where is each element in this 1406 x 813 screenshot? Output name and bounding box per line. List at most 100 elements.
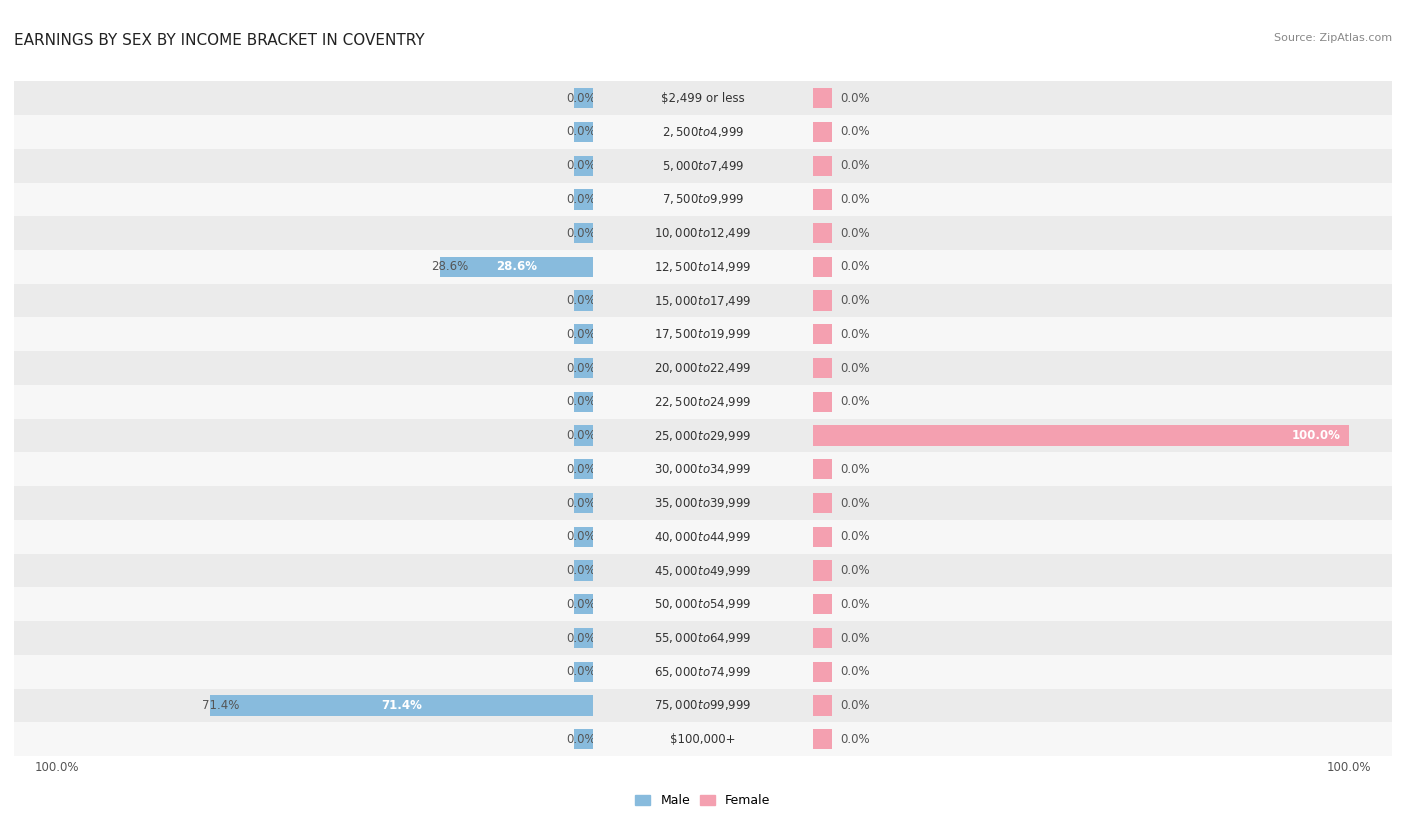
Text: $17,500 to $19,999: $17,500 to $19,999 bbox=[654, 328, 752, 341]
Text: EARNINGS BY SEX BY INCOME BRACKET IN COVENTRY: EARNINGS BY SEX BY INCOME BRACKET IN COV… bbox=[14, 33, 425, 47]
Bar bbox=[813, 257, 832, 277]
Bar bbox=[574, 493, 593, 513]
Text: 0.0%: 0.0% bbox=[567, 328, 596, 341]
Bar bbox=[593, 689, 813, 723]
Bar bbox=[813, 392, 832, 412]
Bar bbox=[813, 216, 1392, 250]
Bar bbox=[813, 628, 832, 648]
Text: 0.0%: 0.0% bbox=[567, 227, 596, 240]
Bar bbox=[14, 317, 593, 351]
Bar bbox=[14, 689, 593, 723]
Text: 0.0%: 0.0% bbox=[567, 665, 596, 678]
Text: $7,500 to $9,999: $7,500 to $9,999 bbox=[662, 193, 744, 207]
Bar bbox=[209, 695, 593, 715]
Bar bbox=[593, 621, 813, 655]
Bar bbox=[813, 695, 832, 715]
Bar bbox=[593, 115, 813, 149]
Bar bbox=[813, 155, 832, 176]
Bar bbox=[14, 182, 593, 216]
Text: $25,000 to $29,999: $25,000 to $29,999 bbox=[654, 428, 752, 442]
Text: 0.0%: 0.0% bbox=[839, 564, 870, 577]
Bar bbox=[574, 729, 593, 750]
Bar bbox=[14, 655, 593, 689]
Text: 0.0%: 0.0% bbox=[839, 733, 870, 746]
Bar bbox=[593, 317, 813, 351]
Text: 0.0%: 0.0% bbox=[839, 193, 870, 206]
Bar bbox=[574, 88, 593, 108]
Bar bbox=[593, 81, 813, 115]
Bar bbox=[14, 149, 593, 183]
Bar bbox=[813, 594, 832, 615]
Bar bbox=[593, 385, 813, 419]
Bar bbox=[14, 284, 593, 317]
Text: 0.0%: 0.0% bbox=[567, 530, 596, 543]
Bar bbox=[813, 317, 1392, 351]
Text: 0.0%: 0.0% bbox=[567, 125, 596, 138]
Text: $40,000 to $44,999: $40,000 to $44,999 bbox=[654, 530, 752, 544]
Bar bbox=[593, 216, 813, 250]
Text: 0.0%: 0.0% bbox=[839, 632, 870, 645]
Bar bbox=[574, 628, 593, 648]
Text: $55,000 to $64,999: $55,000 to $64,999 bbox=[654, 631, 752, 645]
Text: $50,000 to $54,999: $50,000 to $54,999 bbox=[654, 598, 752, 611]
Bar bbox=[574, 189, 593, 210]
Text: 0.0%: 0.0% bbox=[839, 125, 870, 138]
Text: 28.6%: 28.6% bbox=[432, 260, 468, 273]
Bar bbox=[813, 493, 832, 513]
Text: $30,000 to $34,999: $30,000 to $34,999 bbox=[654, 463, 752, 476]
Bar bbox=[593, 149, 813, 183]
Bar bbox=[813, 459, 832, 480]
Bar bbox=[813, 351, 1392, 385]
Text: 0.0%: 0.0% bbox=[567, 362, 596, 375]
Bar bbox=[574, 527, 593, 547]
Bar bbox=[813, 662, 832, 682]
Bar bbox=[593, 351, 813, 385]
Text: 0.0%: 0.0% bbox=[567, 463, 596, 476]
Bar bbox=[813, 290, 832, 311]
Text: $65,000 to $74,999: $65,000 to $74,999 bbox=[654, 665, 752, 679]
Bar bbox=[593, 554, 813, 587]
Bar bbox=[813, 182, 1392, 216]
Bar bbox=[593, 182, 813, 216]
Bar bbox=[14, 621, 593, 655]
Text: 0.0%: 0.0% bbox=[567, 159, 596, 172]
Bar bbox=[574, 223, 593, 243]
Text: 0.0%: 0.0% bbox=[839, 294, 870, 307]
Text: $5,000 to $7,499: $5,000 to $7,499 bbox=[662, 159, 744, 172]
Bar bbox=[813, 520, 1392, 554]
Bar bbox=[14, 81, 593, 115]
Bar bbox=[593, 284, 813, 317]
Text: 0.0%: 0.0% bbox=[567, 497, 596, 510]
Bar bbox=[440, 257, 593, 277]
Bar bbox=[14, 723, 593, 756]
Bar bbox=[813, 587, 1392, 621]
Text: $22,500 to $24,999: $22,500 to $24,999 bbox=[654, 395, 752, 409]
Text: 0.0%: 0.0% bbox=[567, 632, 596, 645]
Bar bbox=[574, 594, 593, 615]
Bar bbox=[574, 459, 593, 480]
Bar bbox=[574, 560, 593, 580]
Text: 0.0%: 0.0% bbox=[839, 463, 870, 476]
Text: 0.0%: 0.0% bbox=[567, 598, 596, 611]
Text: 0.0%: 0.0% bbox=[567, 564, 596, 577]
Bar bbox=[574, 122, 593, 142]
Text: $45,000 to $49,999: $45,000 to $49,999 bbox=[654, 563, 752, 577]
Bar bbox=[813, 419, 1392, 452]
Bar bbox=[14, 351, 593, 385]
Text: 0.0%: 0.0% bbox=[567, 92, 596, 105]
Text: $10,000 to $12,499: $10,000 to $12,499 bbox=[654, 226, 752, 240]
Text: 71.4%: 71.4% bbox=[381, 699, 422, 712]
Bar bbox=[813, 621, 1392, 655]
Bar bbox=[14, 385, 593, 419]
Text: 0.0%: 0.0% bbox=[839, 665, 870, 678]
Bar bbox=[813, 425, 1350, 446]
Bar bbox=[14, 554, 593, 587]
Bar bbox=[813, 81, 1392, 115]
Bar bbox=[813, 115, 1392, 149]
Text: 0.0%: 0.0% bbox=[839, 92, 870, 105]
Bar bbox=[813, 723, 1392, 756]
Text: $75,000 to $99,999: $75,000 to $99,999 bbox=[654, 698, 752, 712]
Text: 0.0%: 0.0% bbox=[839, 260, 870, 273]
Text: $35,000 to $39,999: $35,000 to $39,999 bbox=[654, 496, 752, 510]
Bar bbox=[813, 149, 1392, 183]
